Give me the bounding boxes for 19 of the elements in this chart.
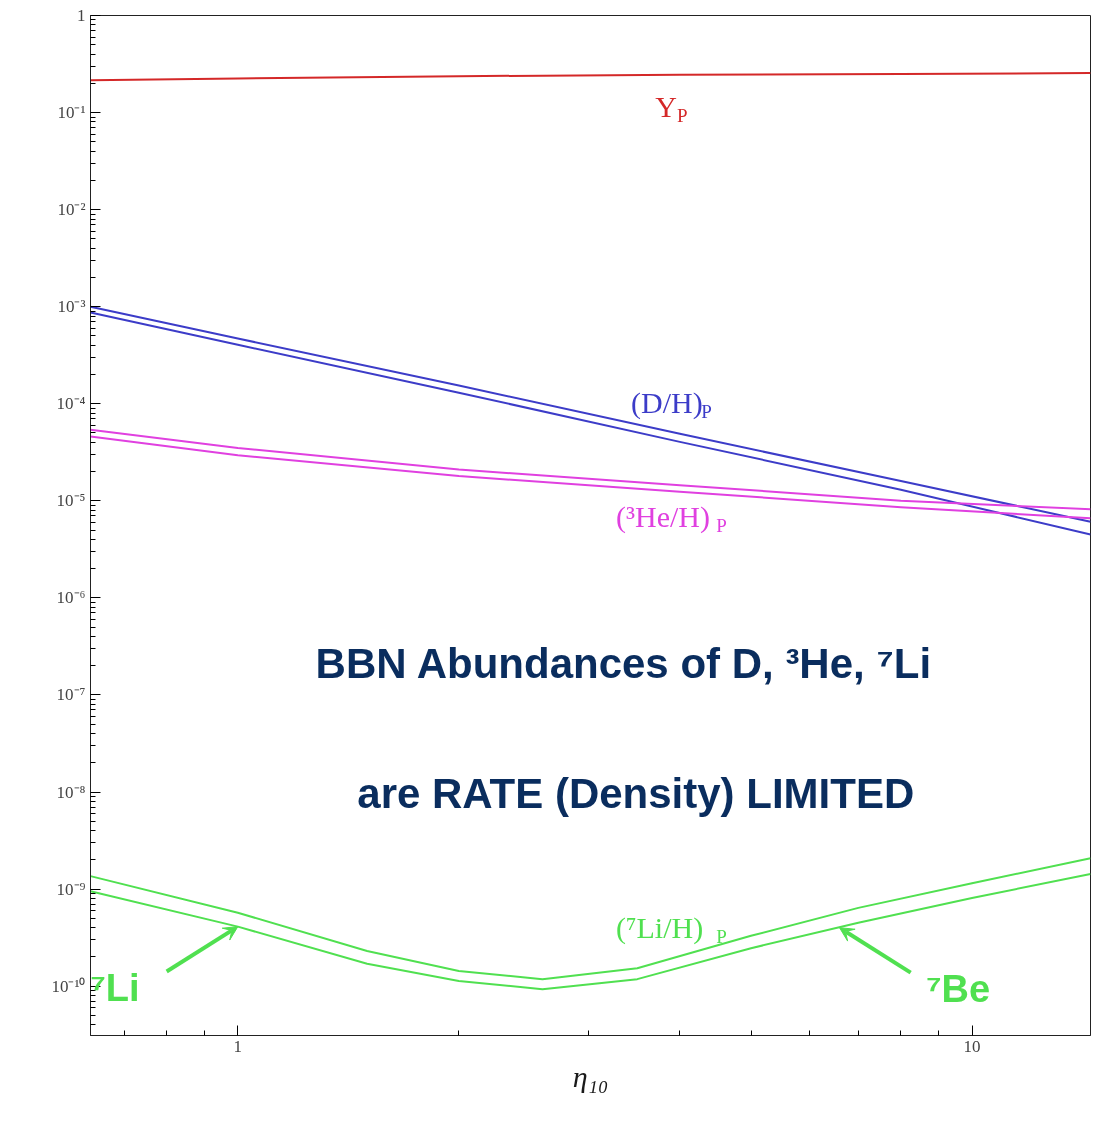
y-tick-label: 10⁻¹ — [57, 103, 86, 123]
y-tick-label: 10⁻⁵ — [56, 491, 86, 511]
annotation: ⁷Li — [90, 967, 140, 1010]
annotation: BBN Abundances of D, ³He, ⁷Li — [315, 640, 932, 688]
y-tick-label: 10⁻⁸ — [56, 782, 86, 802]
y-tick-label: 10⁻³ — [57, 297, 86, 317]
y-tick-label: 10⁻⁷ — [56, 685, 86, 705]
x-axis-title: η₁₀ — [572, 1059, 609, 1093]
series-label: (⁷Li/H)P — [616, 911, 727, 948]
y-tick-label: 10⁻² — [57, 200, 86, 220]
series-label: (³He/H)P — [616, 500, 727, 537]
x-tick-label: 10 — [963, 1036, 981, 1056]
annotation: ⁷Be — [925, 968, 991, 1011]
y-tick-label: 10⁻¹⁰ — [51, 976, 86, 996]
y-tick-label: 1 — [77, 6, 86, 25]
y-tick-label: 10⁻⁶ — [56, 588, 86, 608]
y-tick-label: 10⁻⁴ — [56, 394, 86, 414]
y-tick-label: 10⁻⁹ — [56, 879, 86, 899]
annotation: are RATE (Density) LIMITED — [357, 769, 915, 817]
